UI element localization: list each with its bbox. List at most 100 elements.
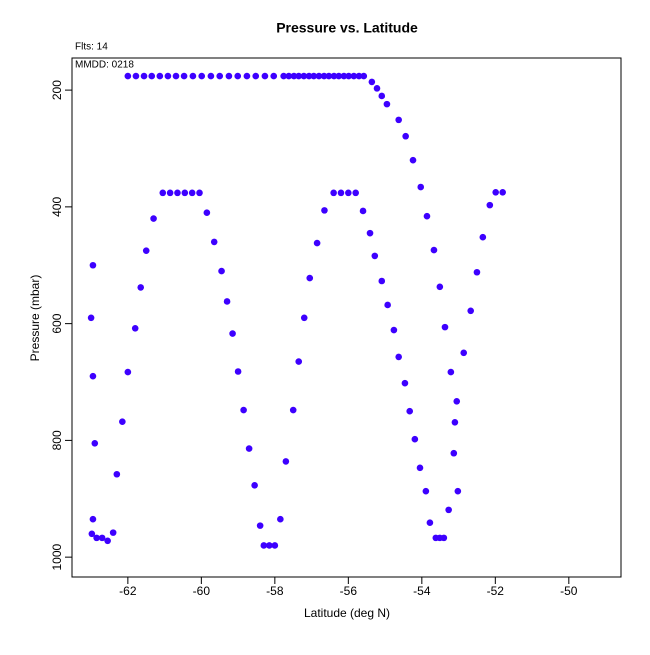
point bbox=[355, 72, 363, 80]
point bbox=[225, 72, 233, 80]
x-tick-label: -54 bbox=[413, 584, 431, 598]
y-tick-label: 600 bbox=[50, 313, 64, 333]
point bbox=[313, 239, 321, 247]
point bbox=[166, 189, 174, 197]
point bbox=[321, 207, 328, 214]
point bbox=[159, 189, 167, 197]
point bbox=[406, 407, 414, 415]
point bbox=[436, 283, 444, 291]
point bbox=[423, 212, 431, 220]
x-tick-label: -60 bbox=[193, 584, 211, 598]
point bbox=[300, 314, 308, 322]
x-axis-label: Latitude (deg N) bbox=[304, 606, 390, 620]
point bbox=[315, 72, 323, 80]
point bbox=[306, 274, 314, 282]
point bbox=[188, 189, 196, 197]
y-tick-label: 200 bbox=[50, 80, 64, 100]
point bbox=[451, 418, 459, 426]
point bbox=[441, 323, 449, 331]
point bbox=[93, 534, 100, 542]
point bbox=[345, 72, 353, 80]
point bbox=[395, 353, 402, 361]
point bbox=[218, 267, 225, 275]
point bbox=[245, 445, 253, 452]
point bbox=[453, 397, 461, 405]
point bbox=[320, 72, 328, 80]
point bbox=[104, 537, 111, 545]
point bbox=[383, 100, 391, 108]
point bbox=[266, 542, 273, 549]
point bbox=[271, 542, 279, 549]
point bbox=[137, 284, 145, 291]
point bbox=[124, 368, 132, 376]
x-tick-label: -56 bbox=[340, 584, 358, 598]
y-tick-label: 1000 bbox=[50, 543, 64, 570]
point bbox=[492, 188, 499, 196]
chart-title: Pressure vs. Latitude bbox=[276, 20, 418, 36]
point bbox=[416, 464, 424, 472]
point bbox=[148, 72, 156, 80]
point bbox=[189, 72, 197, 80]
point bbox=[216, 72, 224, 80]
point bbox=[445, 506, 452, 514]
point bbox=[181, 189, 189, 197]
point bbox=[223, 298, 231, 305]
point bbox=[409, 156, 417, 164]
x-tick-label: -50 bbox=[560, 584, 578, 598]
point bbox=[140, 72, 148, 80]
point bbox=[295, 72, 303, 80]
point bbox=[390, 326, 398, 334]
point bbox=[499, 188, 506, 196]
point bbox=[203, 209, 211, 217]
point bbox=[330, 189, 337, 197]
point bbox=[88, 530, 96, 538]
point bbox=[305, 72, 313, 80]
point bbox=[450, 449, 458, 457]
point bbox=[234, 368, 242, 375]
point bbox=[172, 72, 180, 80]
point bbox=[89, 515, 97, 523]
point bbox=[295, 358, 303, 365]
point bbox=[373, 85, 381, 92]
point bbox=[132, 72, 140, 80]
point bbox=[310, 72, 318, 80]
x-tick-label: -58 bbox=[266, 584, 284, 598]
point bbox=[371, 252, 379, 260]
point bbox=[119, 418, 126, 426]
point bbox=[198, 72, 206, 80]
point bbox=[378, 92, 386, 100]
plot-frame bbox=[71, 57, 622, 578]
point bbox=[285, 72, 293, 80]
point bbox=[131, 325, 139, 332]
point bbox=[467, 307, 475, 315]
y-tick-label: 800 bbox=[50, 430, 64, 450]
point bbox=[368, 78, 376, 86]
point bbox=[109, 529, 117, 536]
point bbox=[430, 246, 438, 254]
x-tick-label: -52 bbox=[487, 584, 505, 598]
point bbox=[426, 519, 434, 527]
point bbox=[359, 207, 367, 215]
point bbox=[270, 72, 278, 80]
point bbox=[260, 542, 268, 549]
point bbox=[124, 72, 132, 80]
point bbox=[325, 72, 333, 80]
point bbox=[164, 72, 172, 80]
point bbox=[360, 72, 368, 80]
point bbox=[229, 330, 236, 337]
point bbox=[454, 487, 462, 495]
point bbox=[280, 72, 287, 80]
point bbox=[366, 229, 374, 237]
point bbox=[447, 368, 455, 376]
point bbox=[174, 189, 181, 197]
point bbox=[256, 522, 264, 529]
point bbox=[207, 72, 215, 80]
point bbox=[411, 435, 419, 443]
point bbox=[196, 189, 203, 197]
point bbox=[350, 72, 358, 80]
point bbox=[89, 372, 97, 380]
point bbox=[330, 72, 338, 80]
point bbox=[486, 201, 494, 209]
point bbox=[422, 487, 430, 495]
